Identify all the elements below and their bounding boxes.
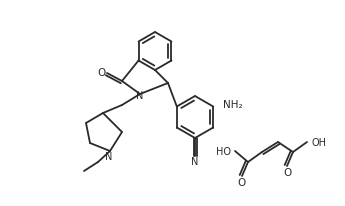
Text: N: N (105, 151, 113, 161)
Text: O: O (98, 68, 106, 78)
Text: O: O (283, 167, 291, 177)
Text: N: N (191, 156, 199, 166)
Text: O: O (238, 177, 246, 187)
Text: OH: OH (311, 137, 326, 147)
Text: NH₂: NH₂ (223, 100, 243, 110)
Text: N: N (136, 91, 144, 101)
Text: HO: HO (216, 146, 231, 156)
